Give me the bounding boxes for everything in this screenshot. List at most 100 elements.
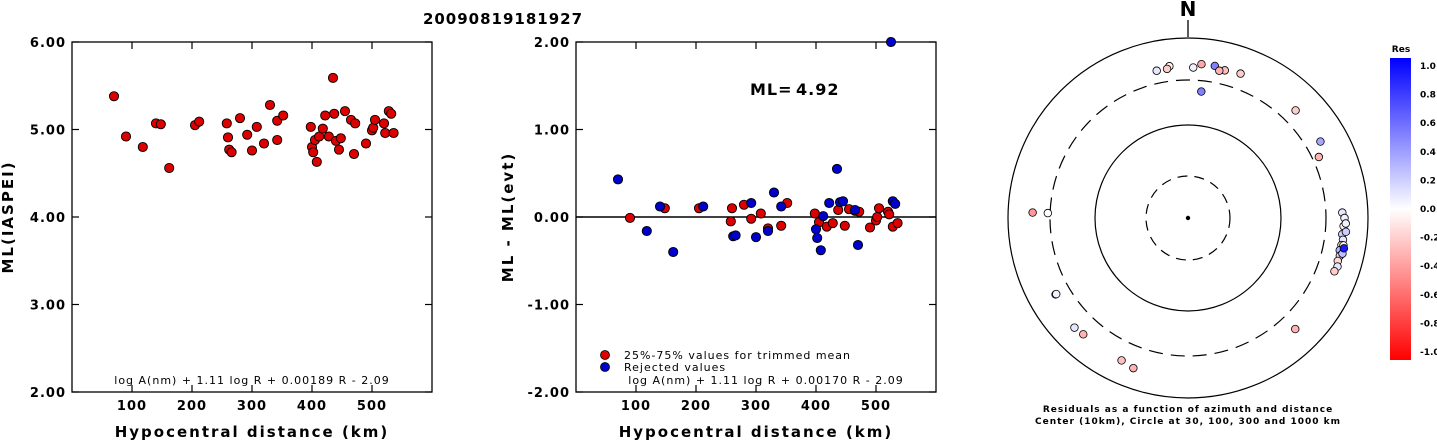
data-point [768, 187, 780, 198]
station-marker [1117, 356, 1126, 365]
data-point [386, 108, 397, 119]
data-point [831, 163, 843, 174]
data-point [827, 218, 838, 229]
station-marker [1291, 106, 1300, 115]
plot1-xlabel: Hypocentral distance (km) [115, 423, 390, 441]
data-point [746, 197, 757, 209]
epicenter-marker [1185, 215, 1191, 221]
legend-label-rejected: Rejected values [624, 361, 726, 374]
data-point [726, 203, 738, 214]
data-point [776, 201, 787, 212]
data-point [308, 147, 319, 158]
x-tick-label: 500 [861, 399, 891, 414]
residual-colorbar: Res 1.0 0.8 0.6 0.4 0.2 0.0 -0.2 -0.4 -0.6 -0.8 -1… [1390, 45, 1437, 360]
station-marker [1052, 289, 1061, 299]
data-point [890, 198, 901, 209]
data-point [725, 216, 736, 227]
plot2-formula: log A(nm) + 1.11 log R + 0.00170 R - 2.0… [628, 374, 903, 387]
y-tick-label: 0.00 [534, 211, 570, 226]
data-point [730, 230, 741, 241]
x-tick-label: 300 [741, 399, 771, 414]
data-point [251, 121, 262, 132]
station-marker [1339, 244, 1349, 253]
data-point [320, 110, 331, 121]
data-point [654, 201, 666, 212]
data-point [380, 127, 391, 139]
station-marker [1341, 219, 1350, 228]
data-point [164, 162, 175, 174]
data-point [222, 132, 234, 143]
plot1-ylabel: ML(IASPEI) [0, 160, 17, 273]
station-marker [1197, 87, 1206, 96]
data-point [852, 239, 864, 251]
ml-value: 4.92 [796, 80, 839, 99]
data-point [810, 224, 822, 235]
legend-label-trimmed: 25%-75% values for trimmed mean [624, 349, 851, 362]
y-tick-label: 4.00 [30, 211, 66, 226]
data-point [234, 113, 246, 124]
y-tick-label: 6.00 [30, 36, 66, 51]
station-marker [1341, 227, 1351, 237]
colorbar-tick-label: -0.2 [1420, 234, 1437, 244]
data-point [360, 138, 372, 149]
north-label: N [1180, 0, 1197, 21]
data-point [668, 246, 679, 258]
colorbar-title: Res [1392, 45, 1410, 55]
colorbar-tick-label: -1.0 [1420, 348, 1437, 358]
data-point [333, 144, 345, 155]
data-point [278, 110, 289, 121]
station-marker [1028, 208, 1037, 217]
y-tick-label: 2.00 [534, 36, 570, 51]
station-marker [1316, 137, 1325, 146]
station-marker [1330, 267, 1339, 276]
colorbar-tick-label: -0.8 [1420, 319, 1437, 329]
data-point [776, 220, 787, 231]
plot2-xlabel: Hypocentral distance (km) [619, 423, 894, 441]
legend-marker-rejected [600, 362, 610, 372]
polar-caption-2: Center (10km), Circle at 30, 100, 300 an… [1035, 417, 1341, 427]
data-point [762, 225, 774, 237]
data-point [812, 232, 823, 244]
station-marker [1189, 63, 1198, 72]
data-point [120, 131, 132, 142]
data-point [194, 116, 205, 127]
station-marker [1162, 64, 1172, 74]
data-point [641, 225, 652, 237]
data-point [885, 36, 897, 48]
ring-30km [1145, 175, 1231, 261]
y-tick-label: -2.00 [528, 386, 570, 401]
plot2-ylabel: ML - ML(evt) [499, 152, 517, 282]
colorbar-tick-label: 0.0 [1420, 205, 1436, 215]
data-point [323, 131, 334, 142]
data-point [746, 213, 757, 224]
data-point [350, 118, 361, 129]
station-marker [1070, 323, 1079, 332]
data-point [755, 208, 766, 219]
plot2-legend: 25%-75% values for trimmed mean Rejected… [600, 349, 851, 374]
y-tick-label: -1.00 [528, 299, 570, 314]
x-tick-label: 100 [117, 399, 147, 414]
colorbar-tick-label: -0.4 [1420, 262, 1437, 272]
ring-100km [1094, 124, 1282, 312]
data-point [750, 232, 762, 243]
ml-residual-plot: -2.00 -1.00 0.00 1.00 2.00 100 200 300 400 500 M… [499, 36, 937, 441]
data-point [305, 121, 316, 132]
data-point [884, 209, 895, 220]
data-point [837, 196, 849, 207]
data-point [872, 211, 883, 223]
colorbar-tick-label: 0.4 [1420, 148, 1436, 158]
plot1-frame [71, 41, 433, 393]
colorbar-tick-label: -0.6 [1420, 291, 1437, 301]
data-point [348, 148, 360, 160]
data-point [317, 123, 328, 134]
data-point [242, 129, 253, 140]
data-point [327, 72, 339, 83]
data-point [873, 203, 885, 214]
colorbar-tick-label: 1.0 [1420, 62, 1436, 72]
data-point [624, 212, 636, 223]
x-tick-label: 400 [801, 399, 831, 414]
data-point [809, 208, 820, 219]
plot1-formula: log A(nm) + 1.11 log R + 0.00189 R - 2.0… [114, 374, 389, 387]
data-point [698, 201, 709, 212]
